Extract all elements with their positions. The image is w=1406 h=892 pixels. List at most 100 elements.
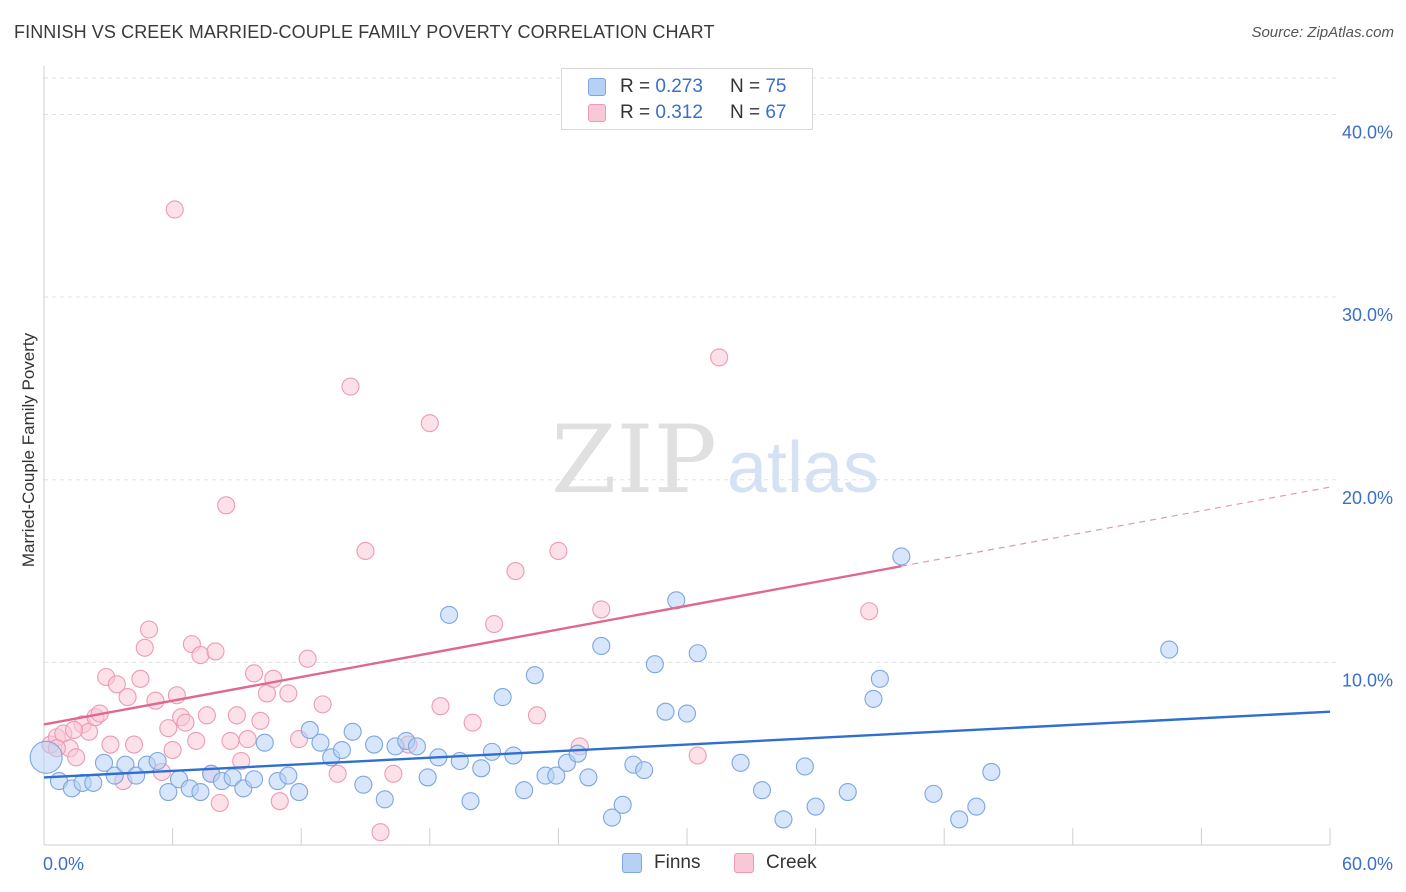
creek-point	[264, 669, 283, 688]
creek-point	[135, 638, 154, 657]
finns-point	[105, 766, 124, 785]
finns-point	[255, 733, 274, 752]
finns-point	[602, 808, 622, 827]
finns-point	[731, 753, 750, 772]
finns-point	[645, 655, 664, 674]
creek-point	[221, 731, 240, 750]
creek-point	[356, 541, 375, 561]
legend-n-value: 75	[765, 76, 787, 97]
finns-point	[332, 740, 351, 760]
finns-point	[525, 666, 544, 685]
creek-point	[67, 748, 86, 767]
creek-point	[279, 684, 298, 703]
finns-point	[375, 790, 394, 809]
finns-point	[472, 759, 491, 778]
finns-point	[493, 688, 512, 707]
finns-point	[635, 761, 654, 780]
finns-point	[568, 744, 587, 763]
creek-point	[165, 200, 184, 219]
legend-creek-label: Creek	[766, 852, 817, 873]
finns-point	[982, 762, 1001, 782]
creek-point	[313, 695, 332, 714]
creek-point	[485, 614, 504, 634]
y-tick-label: 40.0%	[1342, 123, 1393, 143]
creek-point	[463, 713, 482, 732]
finns-point	[29, 740, 63, 774]
finns-point	[688, 644, 707, 663]
legend-item-finns[interactable]: Finns	[622, 852, 700, 874]
finns-point	[774, 810, 793, 829]
finns-point	[892, 547, 911, 566]
creek-point	[527, 706, 547, 725]
finns-point	[864, 689, 883, 708]
trend-lines	[43, 486, 1331, 779]
legend-r-value: 0.273	[655, 76, 703, 97]
creek-point	[163, 740, 182, 760]
finns-point	[365, 735, 384, 754]
watermark: ZIP atlas	[551, 406, 879, 515]
finns-point	[967, 797, 986, 816]
creek-point	[238, 730, 257, 749]
creek-point	[206, 642, 225, 661]
finns-point	[924, 784, 943, 803]
finns-legend-icon	[622, 853, 642, 873]
creek-point	[232, 751, 251, 771]
creek-point	[131, 669, 150, 688]
creek-point	[118, 688, 137, 707]
finns-point	[343, 722, 362, 741]
finns-point	[806, 797, 825, 816]
legend-n-label: N =	[729, 102, 761, 123]
creek-point	[298, 649, 317, 668]
finns-points	[29, 547, 1179, 829]
finns-point	[677, 704, 697, 723]
creek-point	[420, 414, 439, 433]
creek-point	[328, 764, 347, 783]
finns-point	[1160, 640, 1179, 659]
legend-item-creek[interactable]: Creek	[734, 852, 817, 874]
finns-point	[504, 746, 523, 765]
legend-n-label: N =	[729, 76, 761, 97]
finns-point	[407, 737, 426, 756]
creek-point	[384, 764, 403, 783]
x-tick-label: 60.0%	[1342, 854, 1393, 874]
creek-point	[187, 731, 206, 750]
creek-point	[159, 719, 178, 738]
creek-point	[244, 664, 264, 683]
finns-point	[191, 782, 210, 802]
y-axis-label-container: Married-Couple Family Poverty	[14, 120, 44, 780]
creek-point	[124, 735, 144, 754]
creek-point	[341, 377, 360, 396]
creek-point	[710, 348, 729, 367]
y-tick-label: 10.0%	[1342, 670, 1393, 690]
creek-point	[270, 792, 289, 811]
source-label: Source: ZipAtlas.com	[1251, 24, 1394, 41]
creek-point	[176, 713, 195, 732]
creek-trend-extension	[901, 486, 1331, 567]
finns-point	[795, 757, 814, 776]
finns-point	[752, 781, 772, 800]
finns-point	[656, 702, 675, 721]
finns-point	[311, 733, 330, 752]
finns-point	[547, 766, 566, 785]
finns-point	[159, 782, 178, 802]
creek-point	[197, 706, 216, 725]
y-tick-label: 20.0%	[1342, 488, 1393, 508]
creek-point	[107, 675, 126, 694]
creek-point	[506, 562, 525, 581]
legend-row-finns: R = 0.273 N = 75	[588, 75, 786, 99]
finns-swatch-icon	[588, 78, 606, 96]
legend-r-label: R =	[620, 76, 651, 97]
x-tick-label: 0.0%	[43, 854, 84, 874]
creek-point	[101, 735, 120, 754]
creek-swatch-icon	[588, 104, 606, 122]
creek-legend-icon	[734, 853, 754, 873]
creek-point	[592, 600, 611, 619]
finns-point	[279, 766, 298, 785]
watermark-atlas: atlas	[727, 428, 879, 508]
finns-point	[482, 742, 502, 761]
chart-title: FINNISH VS CREEK MARRIED-COUPLE FAMILY P…	[14, 22, 715, 42]
finns-point	[290, 782, 309, 802]
finns-point	[148, 751, 167, 771]
creek-point	[860, 602, 879, 621]
